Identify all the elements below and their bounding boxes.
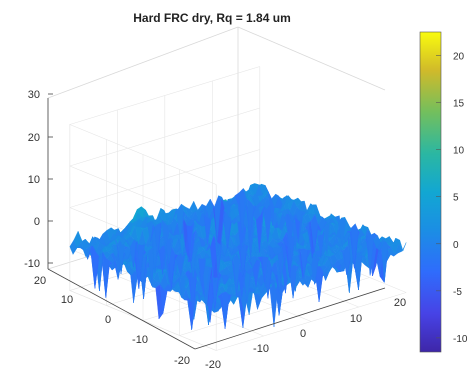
- x-tick-label: 10: [350, 313, 362, 325]
- colorbar-tick-label: 5: [453, 193, 459, 204]
- chart-title: Hard FRC dry, Rq = 1.84 um: [133, 11, 290, 25]
- axis-lines: [47, 98, 386, 350]
- x-tick-label: -10: [253, 343, 269, 355]
- colorbar-ticks: -10 -5 0 5 10 15 20: [436, 52, 468, 345]
- x-tick-label: -20: [205, 359, 221, 371]
- y-tick-label: 20: [34, 275, 46, 287]
- surface-plot: [69, 183, 407, 330]
- y-tick-label: 0: [105, 314, 111, 326]
- colorbar-tick-label: 10: [453, 146, 465, 157]
- colorbar: -10 -5 0 5 10 15 20: [419, 31, 468, 353]
- grid-line-y: [69, 124, 217, 351]
- colorbar-tick-label: 20: [453, 52, 465, 63]
- colorbar-tick-label: -10: [453, 334, 468, 345]
- z-tick-label: 20: [28, 132, 40, 144]
- y-axis: -20 -10 0 10 20: [34, 275, 190, 367]
- colorbar-tick-label: 0: [453, 240, 459, 251]
- z-tick-label: 30: [28, 89, 40, 101]
- z-axis: -10 0 10 20 30: [24, 89, 53, 270]
- x-axis: -20 -10 0 10 20: [205, 297, 406, 371]
- y-tick-label: 10: [61, 294, 73, 306]
- colorbar-tick-label: 15: [453, 99, 465, 110]
- z-tick-label: 10: [28, 174, 40, 186]
- z-tick-label: -10: [24, 258, 40, 270]
- colorbar-tick-label: -5: [453, 287, 462, 298]
- x-tick-label: 20: [394, 297, 406, 309]
- z-tick-label: 0: [34, 216, 40, 228]
- x-tick-label: 0: [300, 328, 306, 340]
- surface-patch: [398, 242, 407, 252]
- colorbar-gradient: [419, 31, 442, 353]
- y-tick-label: -20: [174, 355, 190, 367]
- y-tick-label: -10: [132, 334, 148, 346]
